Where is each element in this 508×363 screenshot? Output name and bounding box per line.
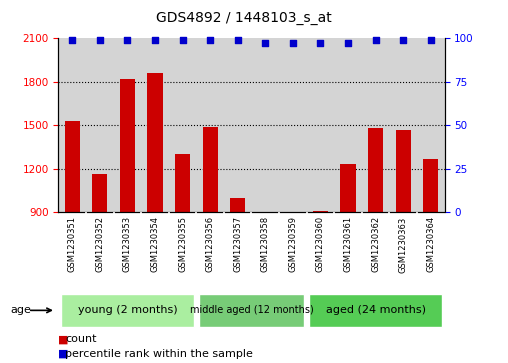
Text: GSM1230359: GSM1230359 bbox=[289, 216, 297, 272]
Bar bbox=[258, 212, 273, 217]
Text: GSM1230357: GSM1230357 bbox=[233, 216, 242, 273]
Text: ■: ■ bbox=[58, 334, 69, 344]
Text: ■: ■ bbox=[58, 349, 69, 359]
Point bbox=[96, 37, 104, 43]
Point bbox=[123, 37, 132, 43]
Text: GSM1230355: GSM1230355 bbox=[178, 216, 187, 272]
Text: aged (24 months): aged (24 months) bbox=[326, 305, 426, 315]
Bar bbox=[175, 154, 190, 212]
Bar bbox=[65, 121, 80, 212]
Bar bbox=[92, 174, 107, 212]
Point bbox=[206, 37, 214, 43]
Bar bbox=[120, 79, 135, 212]
Bar bbox=[230, 198, 245, 212]
Bar bbox=[368, 128, 383, 212]
Text: GSM1230352: GSM1230352 bbox=[96, 216, 104, 272]
Text: GSM1230356: GSM1230356 bbox=[206, 216, 214, 273]
Point bbox=[234, 37, 242, 43]
Text: GSM1230354: GSM1230354 bbox=[150, 216, 160, 272]
Text: count: count bbox=[65, 334, 97, 344]
Text: GDS4892 / 1448103_s_at: GDS4892 / 1448103_s_at bbox=[156, 11, 332, 25]
Point bbox=[316, 40, 325, 46]
Bar bbox=[313, 211, 328, 212]
Text: age: age bbox=[10, 305, 31, 315]
Point bbox=[371, 37, 379, 43]
Text: GSM1230362: GSM1230362 bbox=[371, 216, 380, 273]
Bar bbox=[423, 159, 438, 212]
Bar bbox=[203, 127, 217, 212]
Text: middle aged (12 months): middle aged (12 months) bbox=[189, 305, 313, 315]
Text: GSM1230364: GSM1230364 bbox=[426, 216, 435, 273]
Text: GSM1230363: GSM1230363 bbox=[399, 216, 407, 273]
Bar bbox=[199, 294, 304, 327]
Point bbox=[399, 37, 407, 43]
Point bbox=[68, 37, 76, 43]
Text: GSM1230353: GSM1230353 bbox=[123, 216, 132, 273]
Text: percentile rank within the sample: percentile rank within the sample bbox=[65, 349, 253, 359]
Bar bbox=[309, 294, 442, 327]
Bar bbox=[285, 212, 300, 218]
Text: GSM1230360: GSM1230360 bbox=[316, 216, 325, 273]
Point bbox=[289, 40, 297, 46]
Bar bbox=[147, 73, 163, 212]
Point bbox=[151, 37, 159, 43]
Bar bbox=[340, 164, 356, 212]
Text: GSM1230361: GSM1230361 bbox=[343, 216, 353, 273]
Point bbox=[427, 37, 435, 43]
Text: GSM1230351: GSM1230351 bbox=[68, 216, 77, 272]
Point bbox=[178, 37, 186, 43]
Text: GSM1230358: GSM1230358 bbox=[261, 216, 270, 273]
Point bbox=[261, 40, 269, 46]
Bar bbox=[60, 294, 194, 327]
Text: young (2 months): young (2 months) bbox=[78, 305, 177, 315]
Point bbox=[344, 40, 352, 46]
Bar bbox=[396, 130, 410, 212]
